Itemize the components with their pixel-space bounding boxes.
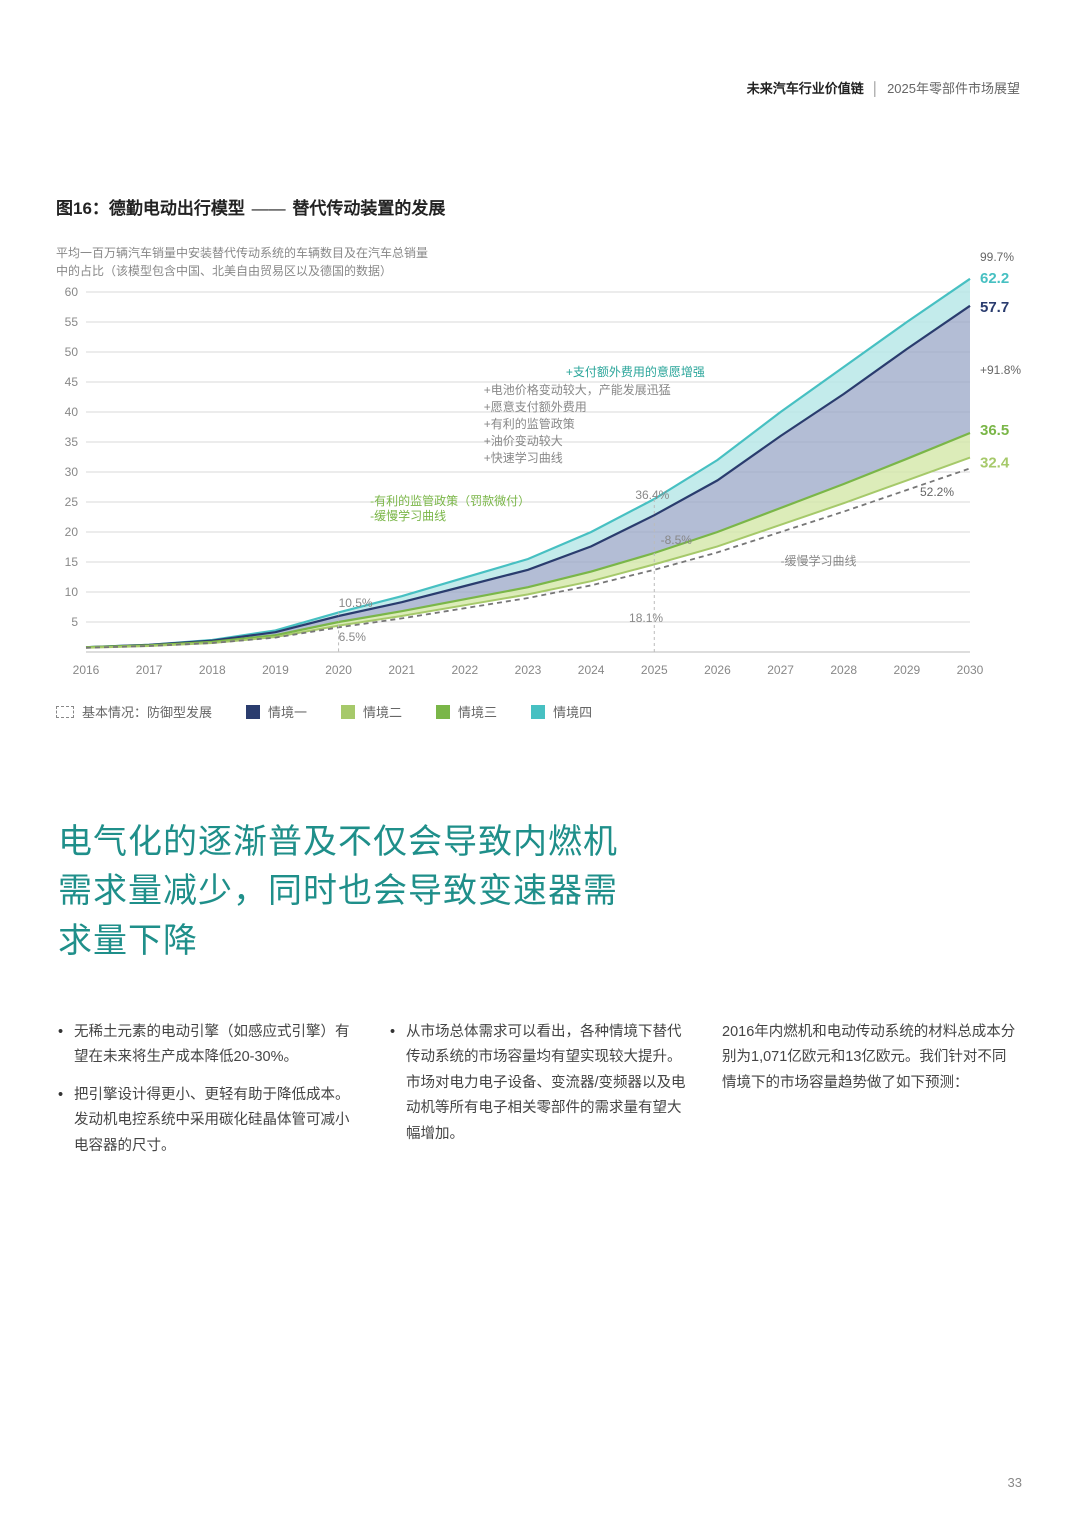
svg-text:2018: 2018 xyxy=(199,663,226,677)
chart-area: 5101520253035404550556020162017201820192… xyxy=(56,252,1024,692)
svg-text:2029: 2029 xyxy=(894,663,921,677)
svg-text:52.2%: 52.2% xyxy=(920,485,954,499)
pull-quote-l1: 电气化的逐渐普及不仅会导致内燃机 xyxy=(58,818,618,867)
legend-s3: 情境三 xyxy=(436,702,497,721)
legend-s1-swatch xyxy=(246,705,260,719)
svg-text:2022: 2022 xyxy=(452,663,479,677)
svg-text:30: 30 xyxy=(65,465,79,479)
body-col-2: 从市场总体需求可以看出，各种情境下替代传动系统的市场容量均有望实现较大提升。市场… xyxy=(390,1020,686,1171)
body-c1-b1: 无稀土元素的电动引擎（如感应式引擎）有望在未来将生产成本降低20-30%。 xyxy=(58,1020,354,1071)
svg-text:2024: 2024 xyxy=(578,663,605,677)
svg-text:99.7%: 99.7% xyxy=(980,252,1014,264)
svg-text:2021: 2021 xyxy=(388,663,415,677)
svg-text:10: 10 xyxy=(65,585,79,599)
svg-text:2017: 2017 xyxy=(136,663,163,677)
legend-s4: 情境四 xyxy=(531,702,592,721)
svg-text:2026: 2026 xyxy=(704,663,731,677)
svg-text:2028: 2028 xyxy=(830,663,857,677)
svg-text:+快速学习曲线: +快速学习曲线 xyxy=(484,450,563,465)
legend-baseline: 基本情况：防御型发展 xyxy=(56,702,212,721)
svg-text:+电池价格变动较大，产能发展迅猛: +电池价格变动较大，产能发展迅猛 xyxy=(484,382,671,397)
figure-title-prefix: 图16：德勤电动出行模型 xyxy=(56,199,245,218)
body-columns: 无稀土元素的电动引擎（如感应式引擎）有望在未来将生产成本降低20-30%。 把引… xyxy=(58,1020,1018,1171)
svg-text:36.5: 36.5 xyxy=(980,422,1009,439)
body-c2-b1: 从市场总体需求可以看出，各种情境下替代传动系统的市场容量均有望实现较大提升。市场… xyxy=(390,1020,686,1147)
svg-text:2019: 2019 xyxy=(262,663,289,677)
svg-text:45: 45 xyxy=(65,375,79,389)
body-col-1: 无稀土元素的电动引擎（如感应式引擎）有望在未来将生产成本降低20-30%。 把引… xyxy=(58,1020,354,1171)
svg-text:2020: 2020 xyxy=(325,663,352,677)
header-light: 2025年零部件市场展望 xyxy=(887,81,1020,96)
svg-text:18.1%: 18.1% xyxy=(629,611,663,625)
pull-quote-l2: 需求量减少，同时也会导致变速器需 xyxy=(58,867,618,916)
svg-text:+愿意支付额外费用: +愿意支付额外费用 xyxy=(484,399,587,414)
svg-text:10.5%: 10.5% xyxy=(339,596,373,610)
svg-text:-缓慢学习曲线: -缓慢学习曲线 xyxy=(370,508,446,523)
svg-text:-有利的监管政策（罚款微付）: -有利的监管政策（罚款微付） xyxy=(370,493,530,508)
body-c3-p1: 2016年内燃机和电动传动系统的材料总成本分别为1,071亿欧元和13亿欧元。我… xyxy=(722,1020,1018,1096)
header-bold: 未来汽车行业价值链 xyxy=(747,81,864,96)
legend-dashbox-icon xyxy=(56,706,74,718)
page-header: 未来汽车行业价值链 │ 2025年零部件市场展望 xyxy=(747,78,1020,97)
svg-text:15: 15 xyxy=(65,555,79,569)
svg-text:50: 50 xyxy=(65,345,79,359)
svg-text:57.7: 57.7 xyxy=(980,299,1009,316)
legend-s4-swatch xyxy=(531,705,545,719)
legend-s3-label: 情境三 xyxy=(458,702,497,721)
svg-text:62.2: 62.2 xyxy=(980,270,1009,287)
legend-s2-label: 情境二 xyxy=(363,702,402,721)
svg-text:20: 20 xyxy=(65,525,79,539)
page-number: 33 xyxy=(1008,1475,1022,1490)
svg-text:+支付额外费用的意愿增强: +支付额外费用的意愿增强 xyxy=(566,364,705,379)
figure-title-dash: —— xyxy=(252,199,286,218)
svg-text:5: 5 xyxy=(71,615,78,629)
svg-text:+油价变动较大: +油价变动较大 xyxy=(484,433,563,448)
legend-s3-swatch xyxy=(436,705,450,719)
svg-text:+有利的监管政策: +有利的监管政策 xyxy=(484,416,575,431)
svg-text:40: 40 xyxy=(65,405,79,419)
svg-text:+91.8%: +91.8% xyxy=(980,363,1021,377)
svg-text:2023: 2023 xyxy=(515,663,542,677)
legend-s2: 情境二 xyxy=(341,702,402,721)
pull-quote: 电气化的逐渐普及不仅会导致内燃机 需求量减少，同时也会导致变速器需 求量下降 xyxy=(58,818,618,966)
legend-s1: 情境一 xyxy=(246,702,307,721)
body-col-3: 2016年内燃机和电动传动系统的材料总成本分别为1,071亿欧元和13亿欧元。我… xyxy=(722,1020,1018,1171)
figure-title: 图16：德勤电动出行模型 —— 替代传动装置的发展 xyxy=(56,194,445,219)
legend-s2-swatch xyxy=(341,705,355,719)
legend-baseline-label: 基本情况：防御型发展 xyxy=(82,702,212,721)
legend-s1-label: 情境一 xyxy=(268,702,307,721)
svg-text:6.5%: 6.5% xyxy=(339,630,367,644)
svg-text:2027: 2027 xyxy=(767,663,794,677)
header-sep: │ xyxy=(871,81,879,96)
body-c1-b2: 把引擎设计得更小、更轻有助于降低成本。发动机电控系统中采用碳化硅晶体管可减小电容… xyxy=(58,1083,354,1159)
svg-text:-缓慢学习曲线: -缓慢学习曲线 xyxy=(781,553,857,568)
figure-title-suffix: 替代传动装置的发展 xyxy=(292,199,445,218)
svg-text:25: 25 xyxy=(65,495,79,509)
svg-text:55: 55 xyxy=(65,315,79,329)
chart-svg: 5101520253035404550556020162017201820192… xyxy=(56,252,1024,692)
svg-text:-8.5%: -8.5% xyxy=(661,533,693,547)
pull-quote-l3: 求量下降 xyxy=(58,917,618,966)
legend-s4-label: 情境四 xyxy=(553,702,592,721)
svg-text:2030: 2030 xyxy=(957,663,984,677)
svg-text:36.4%: 36.4% xyxy=(635,488,669,502)
svg-text:2025: 2025 xyxy=(641,663,668,677)
svg-text:60: 60 xyxy=(65,285,79,299)
svg-text:32.4: 32.4 xyxy=(980,455,1010,472)
svg-text:2016: 2016 xyxy=(73,663,100,677)
chart-legend: 基本情况：防御型发展 情境一 情境二 情境三 情境四 xyxy=(56,702,592,721)
svg-text:35: 35 xyxy=(65,435,79,449)
